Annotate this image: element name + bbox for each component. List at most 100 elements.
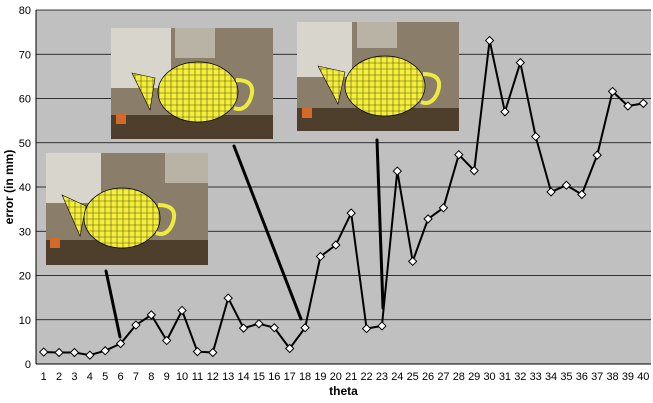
x-tick-label: 33 — [530, 371, 542, 383]
x-tick-label: 22 — [360, 371, 372, 383]
data-point-marker — [54, 347, 64, 358]
x-axis-label: theta — [329, 384, 358, 398]
annotation-leaders — [104, 138, 385, 339]
data-point-marker — [377, 321, 387, 331]
y-tick-label: 80 — [19, 5, 31, 17]
x-tick-label: 40 — [637, 371, 649, 383]
leader-line-left — [104, 269, 122, 339]
data-point-marker — [392, 166, 403, 176]
data-point-marker — [269, 323, 280, 333]
data-point-marker — [177, 305, 187, 316]
data-point-marker — [146, 310, 157, 320]
x-tick-label: 19 — [314, 371, 326, 383]
series-line — [43, 39, 644, 357]
data-point-marker — [38, 347, 49, 357]
data-point-marker — [69, 347, 80, 358]
y-axis-label: error (in mm) — [2, 150, 16, 225]
x-tick-label: 13 — [222, 371, 234, 383]
x-tick-label: 2 — [56, 371, 62, 383]
data-point-marker — [100, 346, 110, 356]
data-point-marker — [300, 323, 310, 333]
data-point-marker — [423, 214, 433, 224]
x-tick-label: 16 — [268, 371, 280, 383]
data-point-marker — [561, 180, 572, 190]
data-point-marker — [530, 131, 541, 142]
data-point-marker — [254, 319, 264, 329]
data-point-marker — [592, 150, 602, 160]
data-point-marker — [546, 187, 556, 197]
data-point-marker — [638, 98, 649, 109]
leader-line-middle — [232, 144, 303, 321]
x-tick-label: 12 — [207, 371, 219, 383]
x-tick-label: 39 — [622, 371, 634, 383]
x-tick-label: 27 — [437, 371, 449, 383]
x-tick-label: 8 — [148, 371, 154, 383]
x-tick-label: 37 — [591, 371, 603, 383]
x-tick-label: 38 — [606, 371, 618, 383]
data-point-marker — [331, 240, 341, 250]
x-tick-label: 28 — [453, 371, 465, 383]
x-tick-label: 10 — [176, 371, 188, 383]
y-tick-label: 10 — [19, 315, 31, 327]
teapot-inset-right — [297, 22, 459, 131]
x-tick-label: 6 — [118, 371, 124, 383]
data-point-marker — [607, 86, 618, 97]
x-tick-label: 15 — [253, 371, 265, 383]
x-tick-labels: 1 2 3 4 5 6 7 8 9 10 11 12 13 14 15 16 17 18 19 20 21 22 23 24 2… — [41, 371, 650, 383]
data-point-marker — [407, 256, 418, 267]
x-tick-label: 14 — [237, 371, 249, 383]
x-tick-label: 7 — [133, 371, 139, 383]
data-point-marker — [515, 57, 526, 68]
series-line — [43, 39, 644, 357]
data-point-marker — [623, 101, 633, 111]
leader-line-right — [375, 138, 385, 310]
data-point-marker — [454, 149, 464, 160]
x-tick-label: 36 — [576, 371, 588, 383]
x-tick-label: 11 — [192, 371, 203, 383]
data-point-marker — [484, 35, 495, 46]
x-tick-label: 20 — [330, 371, 342, 383]
x-tick-label: 34 — [545, 371, 557, 383]
x-tick-label: 25 — [407, 371, 419, 383]
y-tick-labels: 0 10 20 30 40 50 60 70 80 — [19, 5, 31, 371]
data-point-marker — [238, 323, 249, 333]
axes — [35, 10, 651, 365]
data-point-marker — [438, 203, 449, 213]
x-tick-label: 23 — [376, 371, 388, 383]
data-point-marker — [161, 335, 172, 346]
x-tick-label: 18 — [299, 371, 311, 383]
x-tick-label: 30 — [483, 371, 495, 383]
data-point-marker — [577, 189, 587, 200]
x-tick-label: 3 — [71, 371, 77, 383]
data-point-marker — [131, 320, 141, 330]
x-tick-label: 21 — [345, 371, 357, 383]
x-tick-label: 29 — [468, 371, 480, 383]
x-tick-label: 1 — [41, 371, 47, 383]
data-point-marker — [115, 338, 126, 349]
x-tick-label: 9 — [164, 371, 170, 383]
y-tick-label: 40 — [19, 182, 31, 194]
x-tick-label: 31 — [499, 371, 511, 383]
x-tick-label: 4 — [87, 371, 93, 383]
x-tick-label: 26 — [422, 371, 434, 383]
data-point-marker — [361, 323, 372, 334]
x-tick-label: 32 — [514, 371, 526, 383]
data-point-marker — [346, 208, 356, 218]
x-tick-label: 35 — [560, 371, 572, 383]
y-tick-label: 20 — [19, 271, 31, 283]
y-tick-label: 70 — [19, 49, 31, 61]
teapot-inset-left — [46, 153, 208, 265]
data-point-marker — [223, 293, 233, 303]
data-point-marker — [192, 346, 203, 357]
y-tick-label: 60 — [19, 94, 31, 106]
y-tick-label: 0 — [25, 359, 31, 371]
data-point-marker — [315, 251, 326, 262]
data-point-marker — [85, 350, 95, 360]
y-tick-label: 50 — [19, 138, 31, 150]
y-tick-label: 30 — [19, 226, 31, 238]
series-markers — [38, 35, 649, 360]
teapot-inset-middle — [111, 28, 273, 139]
data-point-marker — [284, 343, 295, 354]
x-tick-label: 17 — [284, 371, 296, 383]
